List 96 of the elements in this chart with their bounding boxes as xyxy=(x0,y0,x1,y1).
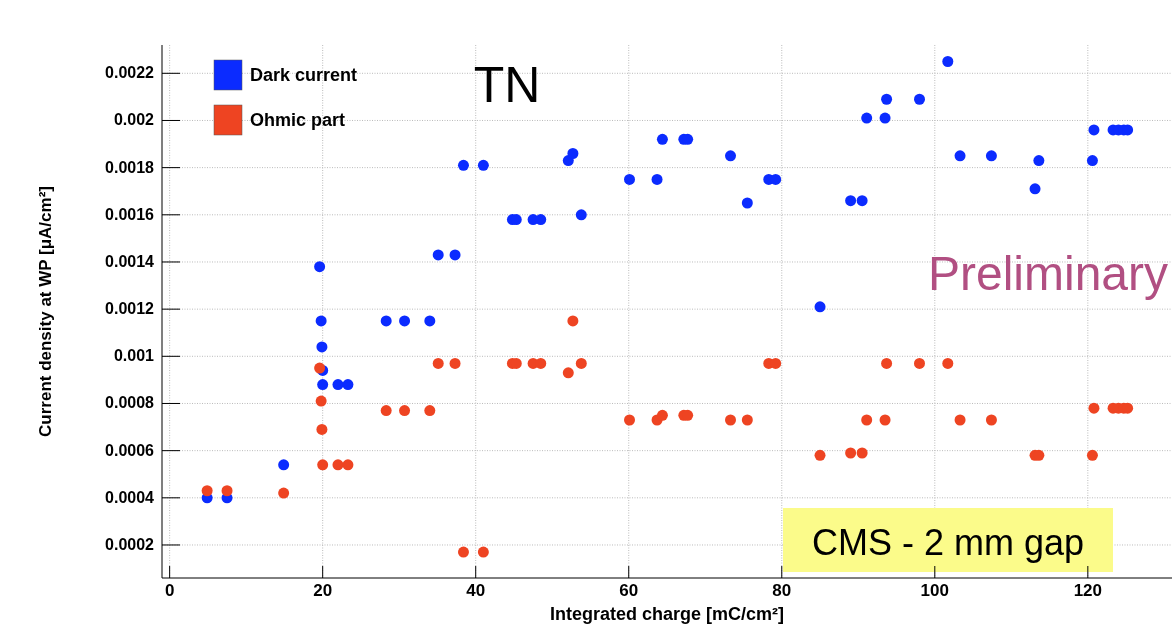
legend-label: Dark current xyxy=(250,65,358,85)
x-tick-label: 60 xyxy=(619,581,639,600)
x-tick-label: 0 xyxy=(164,581,175,600)
point xyxy=(881,93,893,105)
point xyxy=(457,546,469,558)
point xyxy=(624,414,636,426)
point xyxy=(879,112,891,124)
point xyxy=(316,423,328,435)
annotation: CMS - 2 mm gap xyxy=(811,522,1085,563)
x-tick-label: 120 xyxy=(1073,581,1103,600)
y-tick-label: 0.0004 xyxy=(105,488,155,506)
point xyxy=(201,485,213,497)
x-tick-label: 100 xyxy=(920,581,949,600)
point xyxy=(954,150,966,162)
point xyxy=(278,459,290,471)
point xyxy=(316,341,328,353)
legend-label: Ohmic part xyxy=(250,110,346,130)
point xyxy=(432,357,444,369)
point xyxy=(535,214,547,226)
point xyxy=(278,487,290,499)
point xyxy=(457,159,469,171)
point xyxy=(861,112,873,124)
point xyxy=(985,150,997,162)
point xyxy=(432,249,444,261)
point xyxy=(814,449,826,461)
point xyxy=(315,395,327,407)
point xyxy=(1086,155,1098,167)
point xyxy=(567,147,579,159)
point xyxy=(1088,124,1100,136)
point xyxy=(725,414,737,426)
point xyxy=(1088,402,1100,414)
point xyxy=(449,249,461,261)
point xyxy=(399,405,411,417)
point xyxy=(942,357,954,369)
y-tick-label: 0.0012 xyxy=(105,300,155,318)
x-axis-title: Integrated charge [mC/cm²] xyxy=(549,604,785,624)
point xyxy=(380,405,392,417)
y-tick-label: 0.0002 xyxy=(105,535,155,553)
point xyxy=(221,485,233,497)
point xyxy=(575,357,587,369)
y-tick-label: 0.0022 xyxy=(105,64,155,82)
point xyxy=(954,414,966,426)
point xyxy=(942,56,954,68)
point xyxy=(575,209,587,221)
point xyxy=(914,93,925,105)
y-tick-label: 0.002 xyxy=(113,111,155,129)
y-tick-label: 0.0016 xyxy=(105,205,155,223)
point xyxy=(342,459,354,471)
point xyxy=(741,414,753,426)
point xyxy=(856,447,868,459)
point xyxy=(314,261,326,273)
point xyxy=(332,459,344,471)
point xyxy=(399,315,411,327)
annotation: TN xyxy=(473,57,541,113)
point xyxy=(567,315,579,327)
point xyxy=(424,405,436,417)
x-tick-label: 80 xyxy=(772,581,792,600)
point xyxy=(879,414,891,426)
point xyxy=(342,379,354,391)
point xyxy=(317,379,329,391)
point xyxy=(914,357,925,369)
point xyxy=(1033,155,1045,167)
x-tick-label: 20 xyxy=(313,581,333,600)
point xyxy=(449,357,461,369)
x-tick-label: 40 xyxy=(466,581,486,600)
point xyxy=(424,315,436,327)
point xyxy=(725,150,737,162)
point xyxy=(624,173,636,185)
point xyxy=(1086,449,1098,461)
point xyxy=(535,357,547,369)
point xyxy=(315,315,327,327)
y-tick-label: 0.0006 xyxy=(105,441,155,459)
y-tick-label: 0.001 xyxy=(113,347,155,365)
point xyxy=(656,133,668,145)
y-axis-title: Current density at WP [μA/cm²] xyxy=(36,186,55,437)
point xyxy=(741,197,753,209)
point xyxy=(861,414,873,426)
point xyxy=(656,409,668,421)
point xyxy=(814,301,826,313)
point xyxy=(477,159,489,171)
point xyxy=(651,173,663,185)
point xyxy=(332,379,344,391)
point xyxy=(881,357,893,369)
point xyxy=(317,459,329,471)
y-tick-label: 0.0018 xyxy=(105,158,155,176)
point xyxy=(845,447,857,459)
y-tick-label: 0.0014 xyxy=(105,252,155,270)
y-tick-label: 0.0008 xyxy=(105,394,155,412)
point xyxy=(985,414,997,426)
point xyxy=(380,315,392,327)
point xyxy=(856,195,868,207)
point xyxy=(1029,183,1041,195)
annotation: Preliminary xyxy=(927,247,1168,300)
point xyxy=(562,367,574,379)
point xyxy=(845,195,857,207)
point xyxy=(477,546,489,558)
